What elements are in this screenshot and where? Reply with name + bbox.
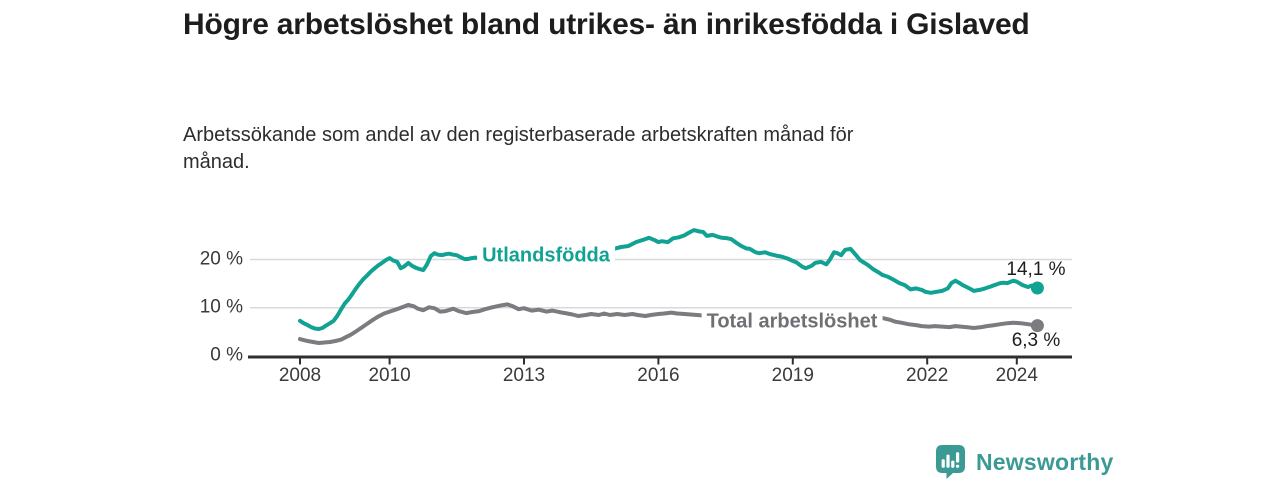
x-axis-tick-label: 2010 [368, 365, 411, 386]
series-line-1 [298, 302, 1040, 345]
chart-subtitle: Arbetssökande som andel av den registerb… [183, 124, 854, 173]
page-title: Högre arbetslöshet bland utrikes- än inr… [183, 8, 1030, 41]
series-label-utlandsfodda: Utlandsfödda [477, 243, 615, 269]
y-axis-tick-label: 20 % [199, 248, 243, 270]
end-value-utlandsfodda: 14,1 % [1006, 259, 1066, 280]
y-axis-tick-label: 0 % [210, 344, 243, 366]
series-label-total-arbetsloshet: Total arbetslöshet [701, 309, 883, 335]
x-axis-tick-label: 2013 [502, 365, 546, 386]
series-end-dot-0 [1030, 281, 1044, 295]
newsworthy-logo: Newsworthy [936, 445, 1113, 479]
x-axis-tick-label: 2022 [906, 365, 949, 386]
series-line-0 [298, 228, 1040, 331]
x-axis-tick-label: 2008 [278, 365, 322, 386]
end-value-total: 6,3 % [1011, 330, 1061, 351]
newsworthy-wordmark: Newsworthy [976, 448, 1114, 475]
x-axis-tick-label: 2019 [771, 365, 814, 386]
newsworthy-logo-icon [936, 445, 965, 479]
y-axis-tick-label: 10 % [199, 296, 243, 318]
x-axis-tick-label: 2016 [637, 365, 680, 386]
x-axis-tick-label: 2024 [995, 365, 1038, 386]
series-end-dot-1 [1030, 319, 1044, 333]
